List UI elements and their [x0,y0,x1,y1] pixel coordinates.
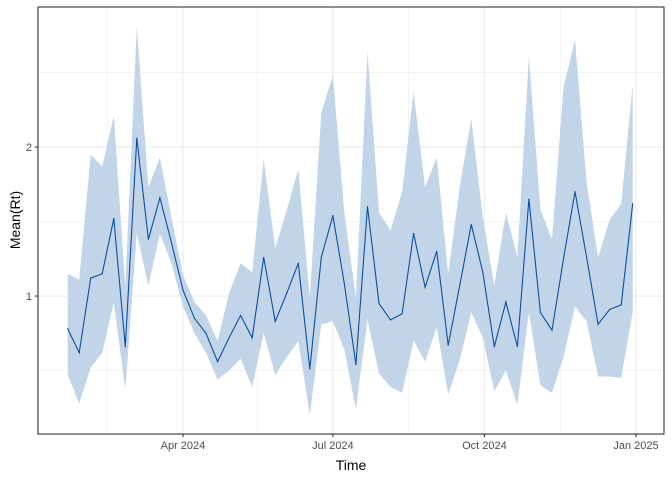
mean-point [585,256,588,258]
mean-point [90,277,92,279]
mean-point [67,328,69,330]
mean-point [355,363,357,366]
mean-point [436,250,438,252]
mean-point [620,304,622,306]
mean-point [516,346,518,348]
mean-point [309,368,311,370]
y-tick-label: 1 [26,291,32,303]
mean-point [286,292,288,294]
mean-point [228,337,230,339]
mean-point [401,313,403,315]
mean-point [447,344,449,346]
confidence-band [67,26,633,416]
x-tick-label: Apr 2024 [161,440,206,452]
x-tick-label: Jan 2025 [613,440,658,452]
mean-point [263,256,265,258]
y-tick-label: 2 [26,142,32,154]
mean-point [78,352,80,354]
x-tick-label: Jul 2024 [312,440,354,452]
mean-point [493,346,495,348]
mean-line [67,138,634,370]
mean-point [609,308,611,311]
mean-point [193,317,196,319]
mean-point [205,332,207,334]
mean-point [136,137,138,139]
mean-point [539,311,542,314]
ticks: 1 2 Apr 2024 Jul 2024 Oct 2024 Jan 2025 [26,142,659,452]
mean-point [459,285,461,287]
mean-point [320,256,322,258]
mean-point [424,286,426,288]
x-axis-label: Time [336,457,367,473]
mean-point [274,320,276,322]
mean-point [216,360,219,363]
mean-point [170,241,173,244]
mean-point [528,198,530,200]
mean-point [378,302,380,305]
mean-point [551,329,553,331]
mean-point [389,319,392,321]
mean-point [413,232,415,235]
mean-point [182,289,184,291]
mean-point [597,323,599,325]
mean-point [113,217,115,220]
mean-point [101,273,103,275]
mean-point [332,214,334,217]
mean-point [482,271,484,273]
x-tick-label: Oct 2024 [462,440,507,452]
mean-point [343,283,346,285]
mean-point [251,337,253,339]
y-axis-label: Mean(Rt) [7,191,23,249]
mean-point [470,223,472,226]
mean-point [159,197,161,199]
mean-point [147,238,149,241]
mean-point [562,258,565,260]
panel-border [37,6,665,435]
mean-point [366,206,369,208]
mean-point [632,203,634,205]
mean-point [240,314,242,317]
mean-point [574,191,576,193]
mean-point [297,262,299,264]
mean-point [505,301,507,303]
mean-point [124,346,126,348]
